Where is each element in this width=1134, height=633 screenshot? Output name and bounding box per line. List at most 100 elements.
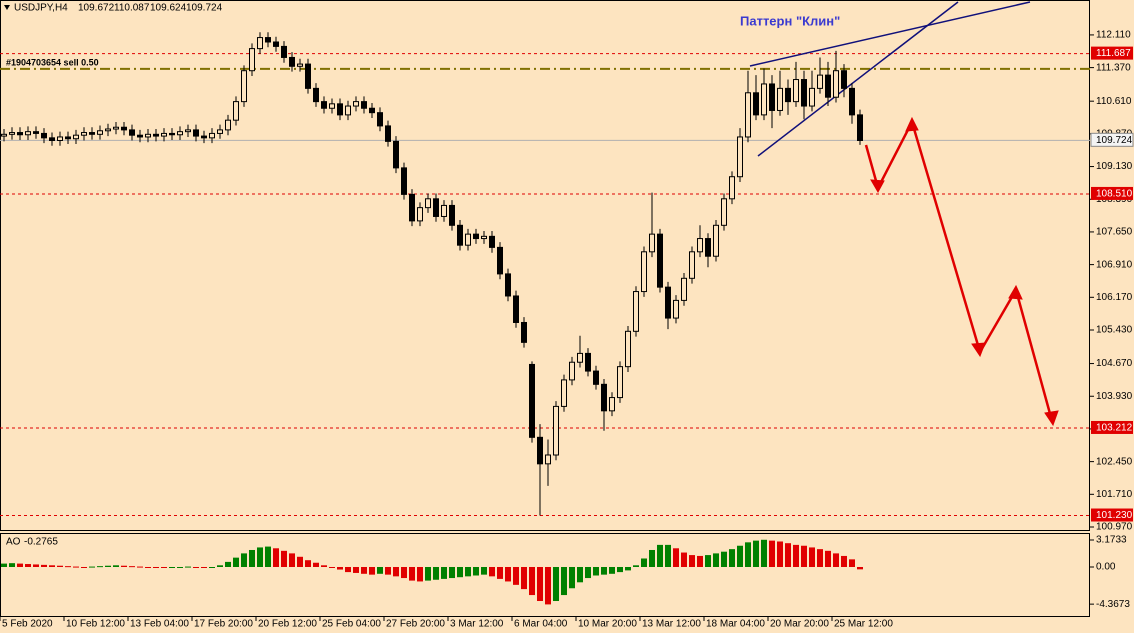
ao-bar <box>529 566 535 596</box>
ao-bar <box>809 547 815 567</box>
ao-bar <box>417 566 423 582</box>
ao-bar <box>577 566 583 583</box>
candle-body <box>57 136 63 141</box>
ao-bar <box>89 566 95 568</box>
level-label: 108.510 <box>1096 189 1133 200</box>
candle-body <box>697 238 703 253</box>
candle-body <box>337 103 343 116</box>
candle-body <box>753 92 759 116</box>
candle-body <box>585 352 591 372</box>
candle-body <box>689 251 695 279</box>
collapse-arrow <box>4 5 10 10</box>
ao-bar <box>817 549 823 567</box>
ao-bar <box>73 566 79 568</box>
candle-body <box>609 397 615 412</box>
candle-body <box>521 321 527 343</box>
candle-body <box>657 233 663 288</box>
candle-body <box>449 204 455 226</box>
indicator-last: -0.2765 <box>24 537 58 548</box>
ao-bar <box>273 548 279 567</box>
candle-body <box>841 70 847 89</box>
arrowhead <box>971 342 986 358</box>
y-tick-label: 110.610 <box>1096 96 1132 107</box>
ao-bar <box>633 565 639 567</box>
ao-bar <box>17 563 23 567</box>
candle-body <box>9 132 15 135</box>
candle-body <box>209 132 215 139</box>
current-price-label: 109.724 <box>1096 135 1133 146</box>
y-tick-label: 101.710 <box>1096 489 1133 500</box>
candle-body <box>177 131 183 136</box>
candle-body <box>385 125 391 142</box>
ao-bar <box>625 566 631 571</box>
order-label: #1904703654 sell 0.50 <box>6 57 99 67</box>
wedge-upper <box>749 1 1031 67</box>
candle-body <box>801 79 807 107</box>
y-tick-label: 112.110 <box>1096 30 1131 41</box>
x-tick-label: 20 Mar 20:00 <box>770 619 829 630</box>
candle-body <box>201 135 207 139</box>
indicator-y-tick-label: -4.3673 <box>1096 599 1130 610</box>
ao-bar <box>121 565 127 567</box>
candle-body <box>849 87 855 116</box>
ao-bar <box>473 566 479 576</box>
candle-body <box>441 204 447 217</box>
candle-body <box>137 134 143 138</box>
candle-body <box>361 101 367 109</box>
y-tick-label: 109.130 <box>1096 161 1133 172</box>
ao-bar <box>857 566 863 570</box>
ao-bar <box>649 549 655 567</box>
indicator-y-tick-label: 0.00 <box>1096 562 1116 573</box>
y-tick-label: 104.670 <box>1096 358 1133 369</box>
candle-body <box>561 379 567 407</box>
x-tick-label: 25 Feb 04:00 <box>322 619 381 630</box>
y-tick-label: 100.970 <box>1096 522 1133 533</box>
ao-bar <box>177 566 183 568</box>
ao-bar <box>737 545 743 567</box>
current-price-box <box>1090 132 1134 147</box>
ao-bar <box>673 548 679 567</box>
y-tick-label: 107.650 <box>1096 227 1133 238</box>
candle-body <box>473 233 479 240</box>
ao-bar <box>257 547 263 567</box>
ao-bar <box>721 551 727 567</box>
candle-body <box>81 132 87 136</box>
y-tick-label: 103.930 <box>1096 391 1133 402</box>
candle-body <box>121 126 127 131</box>
ao-bar <box>777 541 783 567</box>
ao-bar <box>369 566 375 575</box>
candle-body <box>345 105 351 116</box>
candle-body <box>305 63 311 89</box>
candle-body <box>409 193 415 222</box>
candle-body <box>569 361 575 381</box>
candle-body <box>681 277 687 301</box>
ao-bar <box>353 566 359 573</box>
arrowhead <box>870 179 885 194</box>
ao-bar <box>65 566 71 568</box>
candle-body <box>1 133 7 137</box>
ao-bar <box>697 555 703 567</box>
candle-body <box>809 87 815 107</box>
wedge-lines <box>749 1 1031 157</box>
ao-bar <box>513 566 519 585</box>
candle-body <box>417 207 423 222</box>
y-tick-label: 111.370 <box>1096 62 1131 73</box>
candle-body <box>265 37 271 43</box>
ao-bar <box>233 557 239 567</box>
level-box <box>1091 186 1133 200</box>
candle-body <box>761 83 767 116</box>
candle-body <box>65 136 71 140</box>
ao-bar <box>465 566 471 577</box>
ao-bar <box>25 564 31 567</box>
ao-bar <box>825 550 831 567</box>
candle-body <box>713 224 719 257</box>
ao-bar <box>337 566 343 570</box>
ao-bar <box>569 566 575 589</box>
ao-bar <box>793 544 799 567</box>
x-tick-label: 3 Mar 12:00 <box>450 619 504 630</box>
ao-bar <box>321 565 327 567</box>
candle-body <box>537 436 543 465</box>
candle-body <box>497 246 503 275</box>
candle-body <box>49 137 55 141</box>
ao-bar <box>113 565 119 567</box>
